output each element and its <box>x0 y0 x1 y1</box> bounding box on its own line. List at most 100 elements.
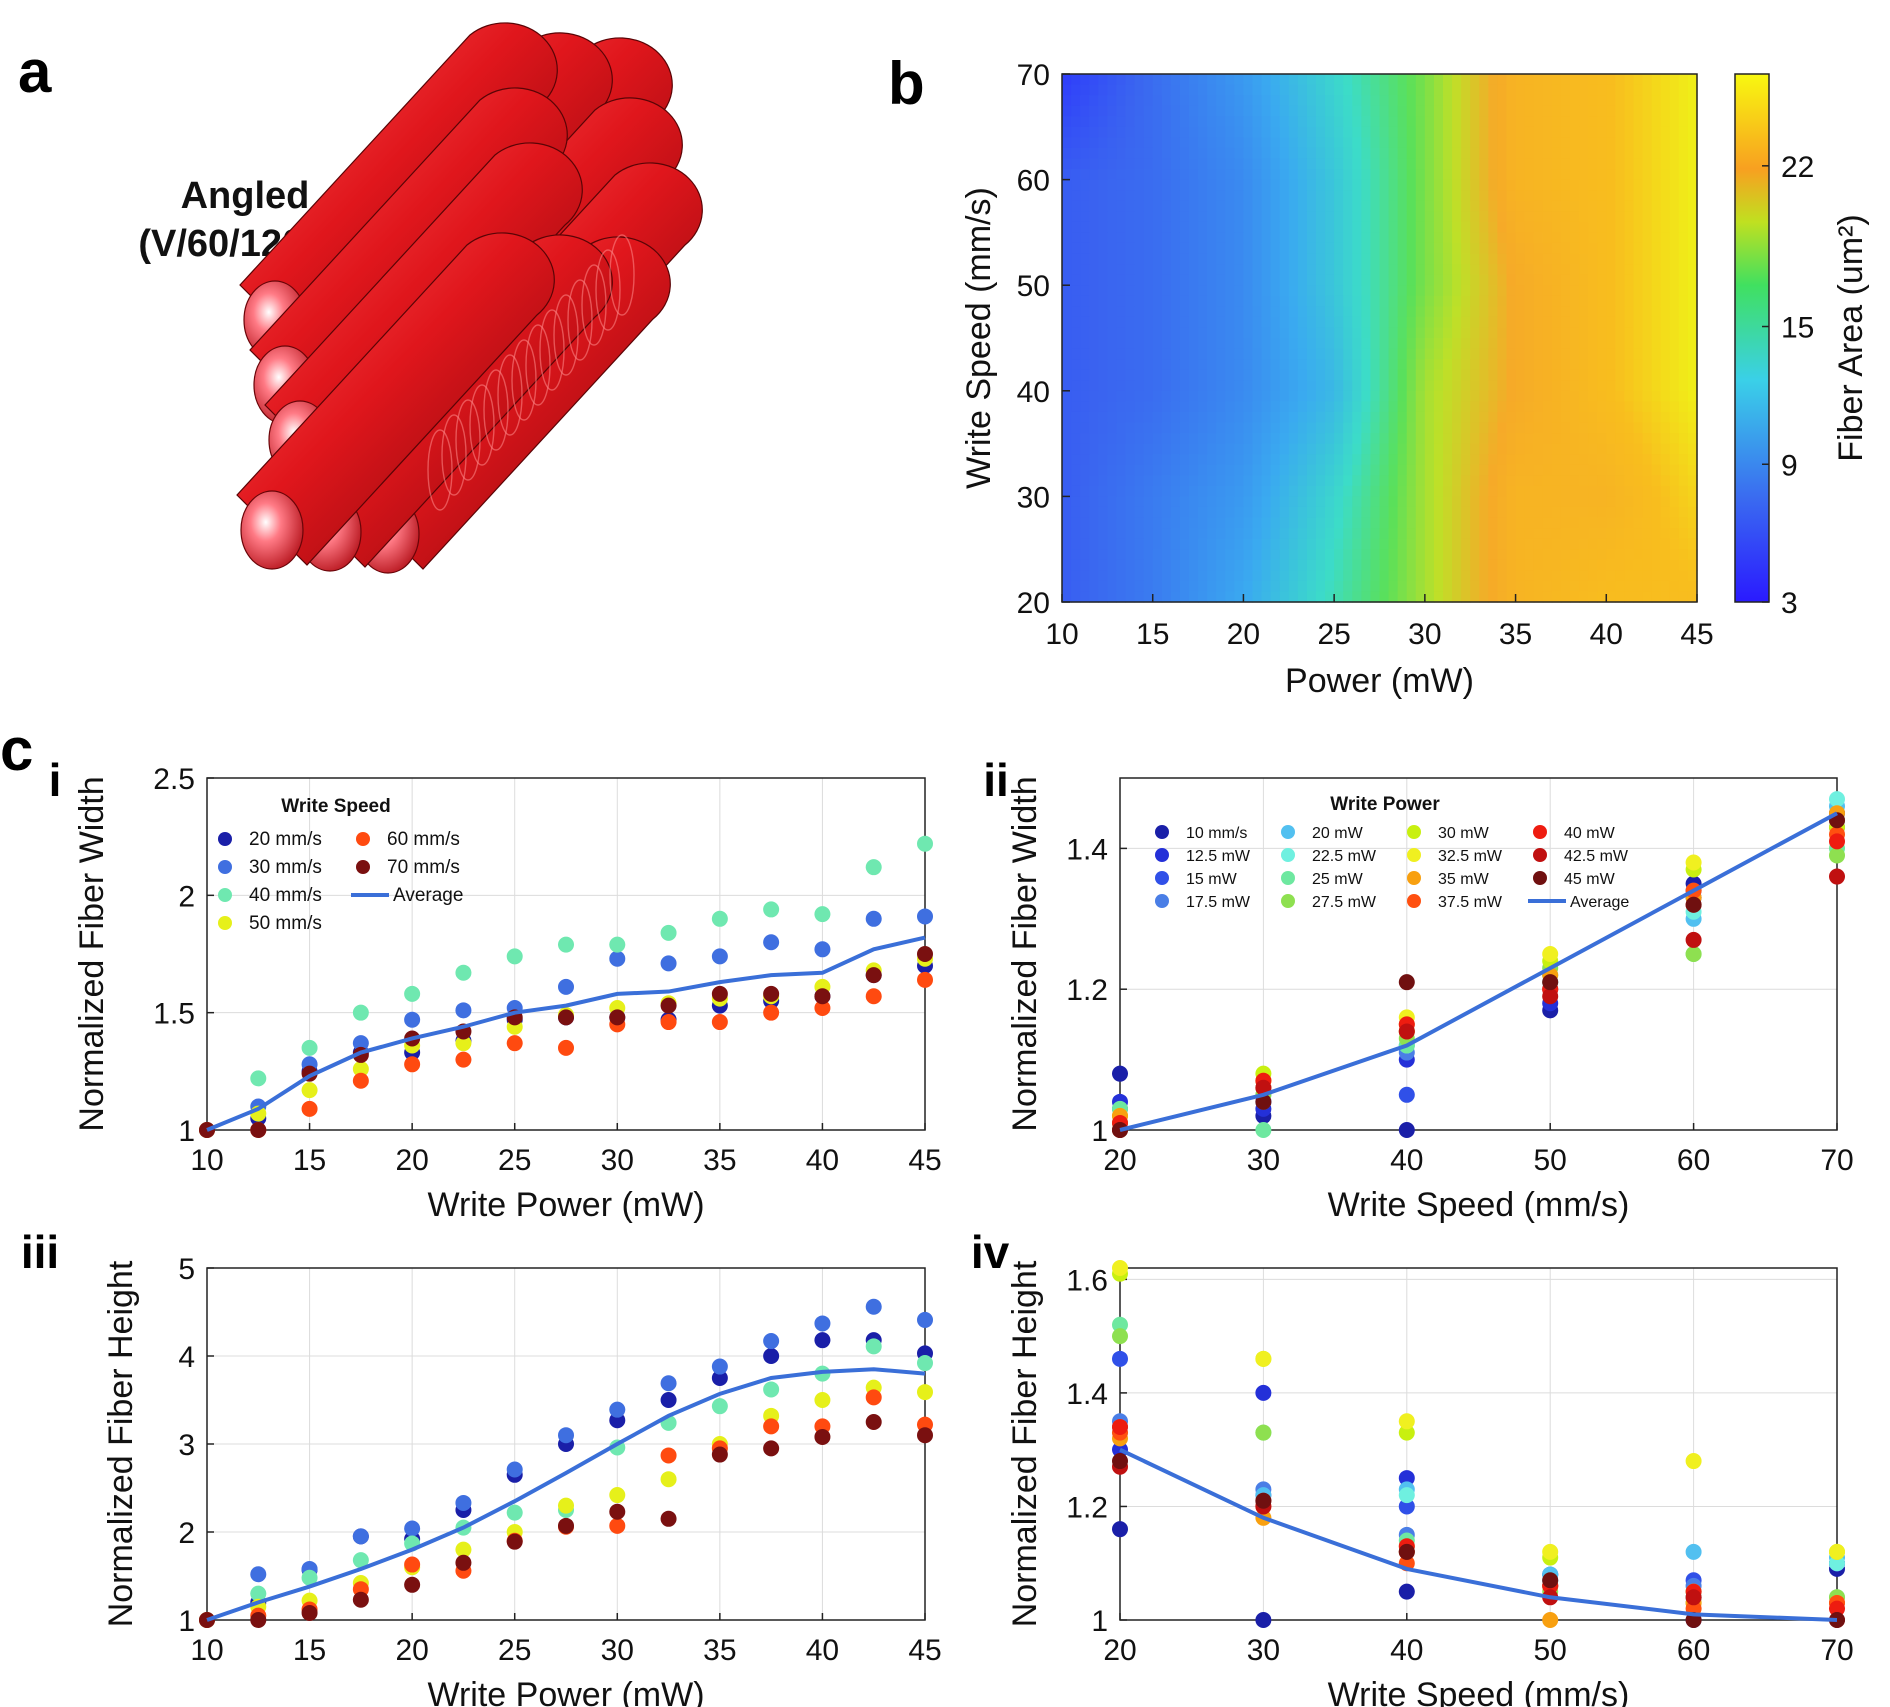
heatmap-cell <box>1415 348 1426 360</box>
heatmap-cell <box>1515 253 1526 265</box>
heatmap-cell <box>1152 380 1163 392</box>
data-point <box>917 1384 933 1401</box>
heatmap-cell <box>1189 169 1199 181</box>
heatmap-cell <box>1152 359 1163 371</box>
heatmap-cell <box>1243 137 1254 149</box>
heatmap-cell <box>1170 84 1181 96</box>
heatmap-cell <box>1388 580 1399 593</box>
heatmap-cell <box>1198 253 1208 265</box>
heatmap-cell <box>1479 485 1489 497</box>
heatmap-cell <box>1533 95 1544 107</box>
heatmap-cell <box>1107 74 1118 86</box>
heatmap-cell <box>1452 190 1462 202</box>
heatmap-cell <box>1533 433 1544 445</box>
heatmap-cell <box>1497 105 1508 117</box>
heatmap-cell <box>1352 359 1362 371</box>
heatmap-cell <box>1071 327 1081 339</box>
heatmap-cell <box>1098 158 1108 170</box>
heatmap-cell <box>1651 74 1662 86</box>
heatmap-cell <box>1270 179 1281 191</box>
heatmap-cell <box>1579 464 1589 476</box>
heatmap-cell <box>1479 179 1489 191</box>
heatmap-cell <box>1279 359 1290 371</box>
heatmap-cell <box>1687 221 1698 233</box>
heatmap-cell <box>1234 506 1245 519</box>
heatmap-cell <box>1279 285 1290 297</box>
heatmap-cell <box>1352 126 1362 138</box>
heatmap-cell <box>1570 285 1580 297</box>
heatmap-cell <box>1424 147 1435 160</box>
heatmap-cell <box>1560 443 1571 455</box>
heatmap-cell <box>1415 147 1426 160</box>
heatmap-cell <box>1678 549 1689 561</box>
heatmap-cell <box>1361 147 1372 160</box>
heatmap-cell <box>1678 464 1689 476</box>
heatmap-cell <box>1179 264 1190 276</box>
heatmap-cell <box>1669 443 1680 455</box>
heatmap-cell <box>1098 559 1108 571</box>
heatmap-cell <box>1198 359 1208 371</box>
heatmap-cell <box>1397 411 1408 424</box>
heatmap-cell <box>1279 95 1290 107</box>
heatmap-cell <box>1379 253 1390 265</box>
heatmap-cell <box>1062 485 1072 497</box>
heatmap-cell <box>1207 285 1217 297</box>
heatmap-cell <box>1080 169 1090 181</box>
heatmap-cell <box>1479 147 1489 160</box>
heatmap-cell <box>1243 591 1254 603</box>
heatmap-cell <box>1316 95 1326 107</box>
heatmap-cell <box>1179 464 1190 476</box>
heatmap-cell <box>1334 559 1344 571</box>
heatmap-cell <box>1161 390 1172 402</box>
data-point <box>1829 1543 1845 1560</box>
heatmap-cell <box>1415 475 1426 487</box>
heatmap-cell <box>1361 327 1372 339</box>
heatmap-cell <box>1506 137 1517 149</box>
heatmap-cell <box>1080 179 1090 191</box>
heatmap-cell <box>1624 179 1635 191</box>
heatmap-cell <box>1216 359 1226 371</box>
heatmap-cell <box>1515 179 1526 191</box>
data-points <box>199 835 933 1138</box>
heatmap-cell <box>1506 496 1517 508</box>
heatmap-cell <box>1669 359 1680 371</box>
heatmap-cell <box>1524 422 1535 434</box>
heatmap-cell <box>1107 443 1118 455</box>
heatmap-cell <box>1098 285 1108 297</box>
heatmap-cell <box>1143 74 1154 86</box>
x-tick-label: 20 <box>395 1144 428 1177</box>
heatmap-cell <box>1452 528 1462 540</box>
heatmap-cell <box>1524 433 1535 445</box>
heatmap-cell <box>1080 433 1090 445</box>
heatmap-cell <box>1524 411 1535 424</box>
heatmap-cell <box>1497 116 1508 128</box>
heatmap-cell <box>1424 570 1435 582</box>
heatmap-cell <box>1424 211 1435 223</box>
heatmap-cell <box>1579 74 1589 86</box>
heatmap-cell <box>1524 211 1535 223</box>
heatmap-cell <box>1615 411 1626 424</box>
data-point <box>404 1576 421 1593</box>
heatmap-cell <box>1316 580 1326 593</box>
heatmap-cell <box>1189 443 1199 455</box>
heatmap-cell <box>1615 464 1626 476</box>
heatmap-cell <box>1370 559 1381 571</box>
heatmap-cell <box>1606 390 1616 402</box>
heatmap-cell <box>1261 348 1272 360</box>
heatmap-cell <box>1397 496 1408 508</box>
heatmap-cell <box>1433 348 1444 360</box>
heatmap-cell <box>1134 306 1145 318</box>
heatmap-cell <box>1415 232 1426 244</box>
heatmap-cell <box>1678 116 1689 128</box>
heatmap-cell <box>1098 401 1108 413</box>
heatmap-cell <box>1397 570 1408 582</box>
heatmap-cell <box>1161 464 1172 476</box>
heatmap-cell <box>1352 422 1362 434</box>
heatmap-cell <box>1334 105 1344 117</box>
heatmap-cell <box>1615 211 1626 223</box>
heatmap-cell <box>1551 485 1562 497</box>
heatmap-cell <box>1361 359 1372 371</box>
heatmap-cell <box>1443 306 1453 318</box>
heatmap-cell <box>1542 221 1553 233</box>
heatmap-cell <box>1134 285 1145 297</box>
